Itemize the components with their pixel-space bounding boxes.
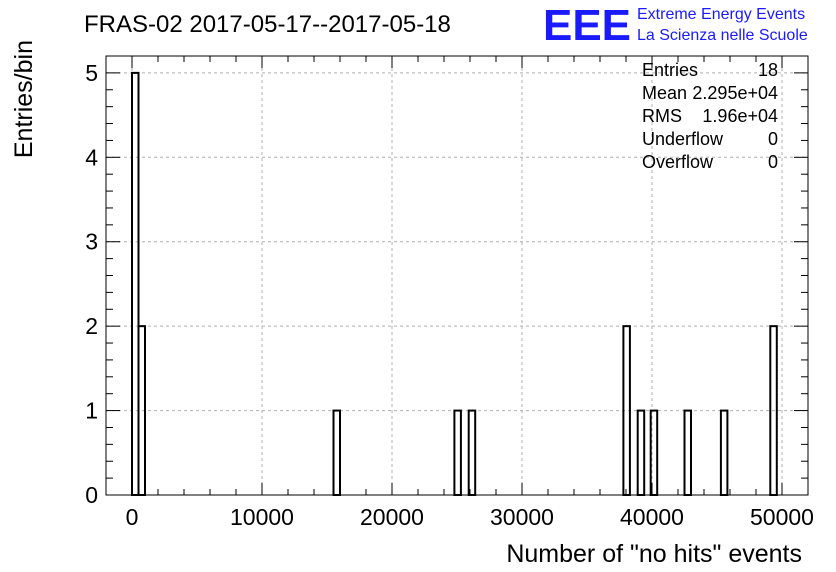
y-axis-label: Entries/bin [10,40,38,158]
x-tick-label: 0 [126,504,139,530]
x-tick-label: 20000 [360,504,424,530]
stats-label-overflow: Overflow [642,152,714,172]
x-tick-label: 40000 [620,504,684,530]
grid-lines [106,56,808,495]
stats-label-underflow: Underflow [642,129,724,149]
y-tick-label: 0 [85,482,98,508]
logo-line-1: Extreme Energy Events [637,6,805,23]
chart-title: FRAS-02 2017-05-17--2017-05-18 [84,11,451,38]
axis-ticks [105,55,809,496]
stats-value-entries: 18 [758,60,778,80]
stats-label-entries: Entries [642,60,698,80]
stats-value-underflow: 0 [768,129,778,149]
axis-tick-labels: 0 10000 20000 30000 40000 50000 0 1 2 3 4 5 [85,60,814,530]
histogram-bin [683,409,692,497]
stats-value-overflow: 0 [768,152,778,172]
histogram-bin [636,409,646,497]
stats-value-rms: 1.96e+04 [702,106,778,126]
histogram-bin [453,409,462,497]
y-tick-label: 4 [85,144,98,170]
x-tick-label: 30000 [490,504,554,530]
logo-mark: EEE [543,1,631,50]
stats-label-rms: RMS [642,106,682,126]
stats-label-mean: Mean [642,83,687,103]
histogram-bin [332,409,341,497]
y-tick-label: 3 [85,229,98,255]
x-tick-label: 50000 [750,504,814,530]
y-tick-label: 1 [85,398,98,424]
stats-box: Entries 18 Mean 2.295e+04 RMS 1.96e+04 U… [642,60,778,172]
histogram-bin [622,325,631,496]
y-tick-label: 2 [85,313,98,339]
x-axis-label: Number of "no hits" events [506,540,802,568]
histogram-bin [649,409,659,497]
x-tick-label: 10000 [230,504,294,530]
histogram-bin [719,409,729,497]
histogram-bin [467,409,477,497]
stats-value-mean: 2.295e+04 [692,83,778,103]
y-tick-label: 5 [85,60,98,86]
logo-line-2: La Scienza nelle Scuole [637,27,808,44]
histogram-bin [137,325,146,496]
eee-logo: EEE Extreme Energy Events La Scienza nel… [543,1,808,50]
